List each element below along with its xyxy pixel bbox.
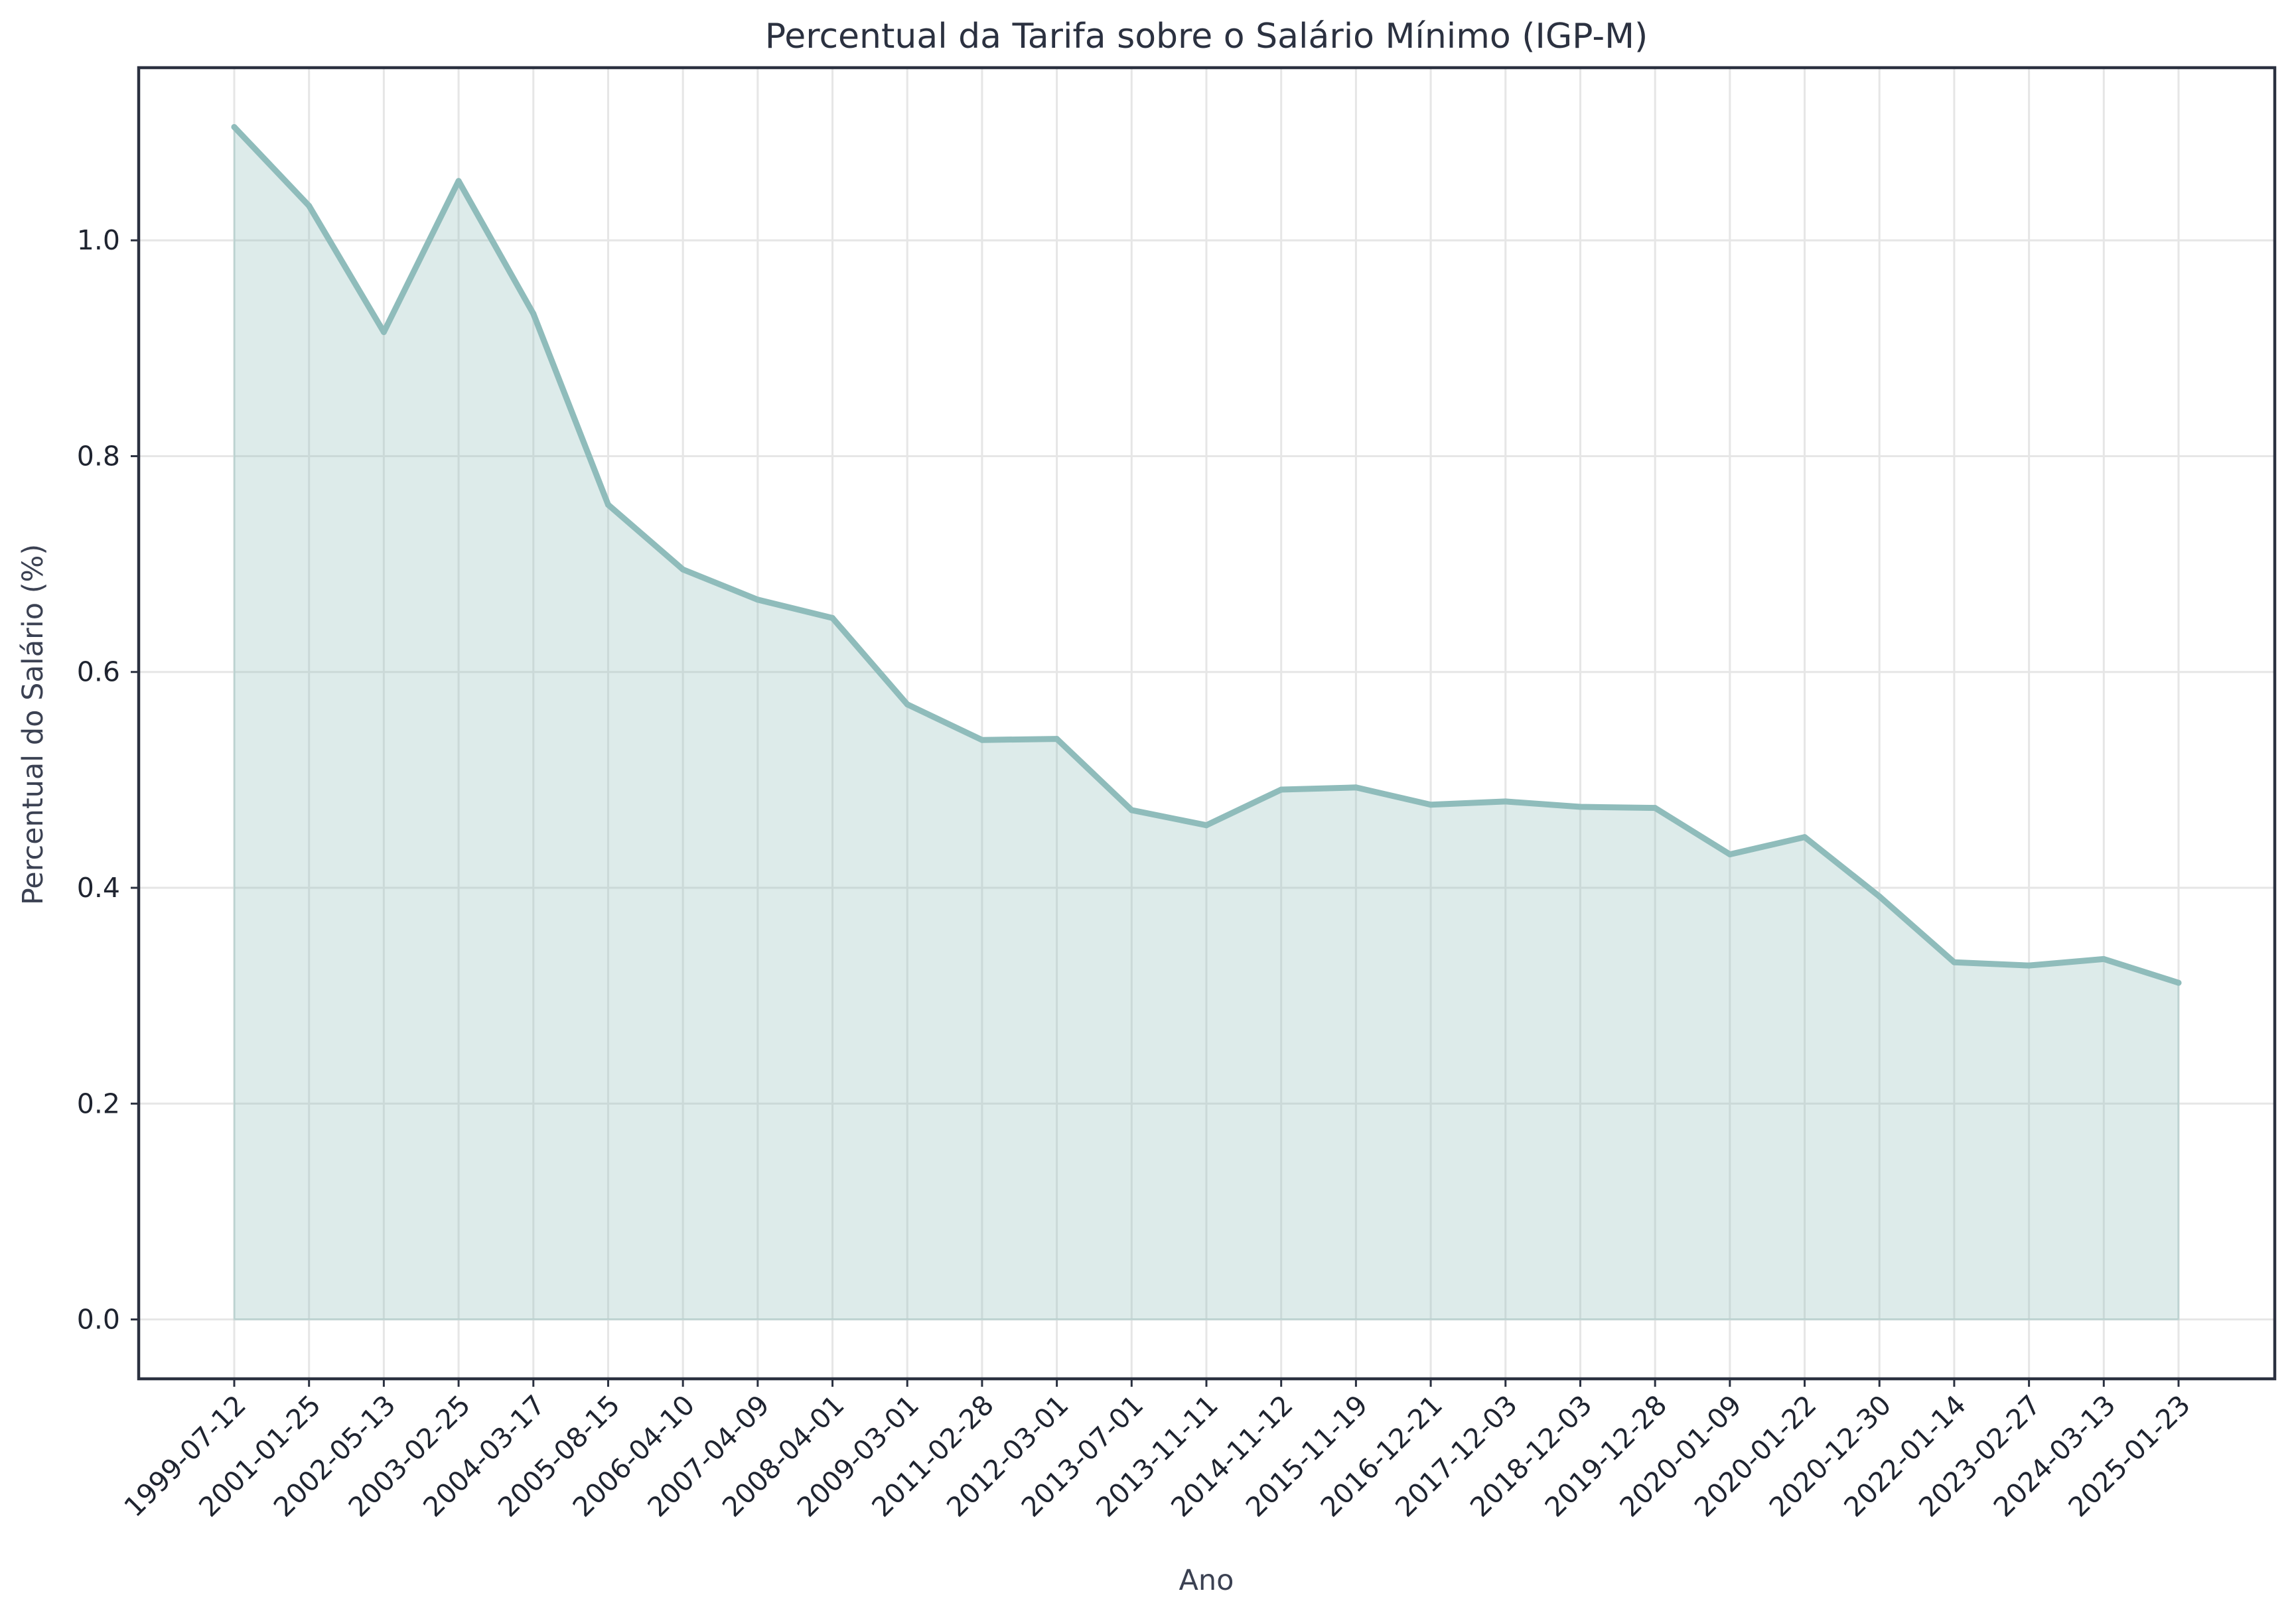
data-point <box>1502 798 1509 805</box>
grid-layer <box>139 68 2275 1379</box>
y-axis-label: Percentual do Salário (%) <box>17 544 50 905</box>
y-tick-label: 0.2 <box>77 1088 120 1119</box>
data-point <box>1054 736 1060 742</box>
data-point <box>1352 784 1359 791</box>
data-point <box>829 614 836 621</box>
y-tick-label: 0.6 <box>77 656 120 688</box>
data-point <box>231 123 238 130</box>
y-tick-label: 0.8 <box>77 440 120 472</box>
data-point <box>680 566 686 573</box>
y-tick-label: 0.4 <box>77 872 120 904</box>
data-point <box>1203 822 1210 829</box>
data-point <box>1876 893 1883 900</box>
x-axis-label: Ano <box>1179 1564 1234 1597</box>
data-point <box>1278 786 1285 793</box>
plot-frame <box>137 66 2277 1381</box>
data-point <box>1951 959 1958 965</box>
data-point <box>754 597 761 603</box>
data-point <box>1727 851 1733 858</box>
data-point <box>605 502 611 508</box>
data-point <box>904 701 910 708</box>
data-point <box>979 737 985 743</box>
area-layer <box>231 123 2182 1321</box>
data-point <box>2175 979 2182 986</box>
chart-title: Percentual da Tarifa sobre o Salário Mín… <box>765 17 1648 56</box>
data-point <box>530 311 537 317</box>
data-point <box>1427 802 1434 808</box>
data-point <box>1128 807 1135 813</box>
data-point <box>1652 805 1658 811</box>
data-point <box>2026 962 2033 969</box>
y-tick-label: 0.0 <box>77 1304 120 1336</box>
data-point <box>1802 834 1808 841</box>
data-point <box>2100 955 2107 962</box>
data-point <box>380 328 387 335</box>
data-point <box>306 202 313 209</box>
data-point <box>455 178 462 184</box>
y-tick-label: 1.0 <box>77 224 120 256</box>
data-point <box>1577 804 1583 810</box>
